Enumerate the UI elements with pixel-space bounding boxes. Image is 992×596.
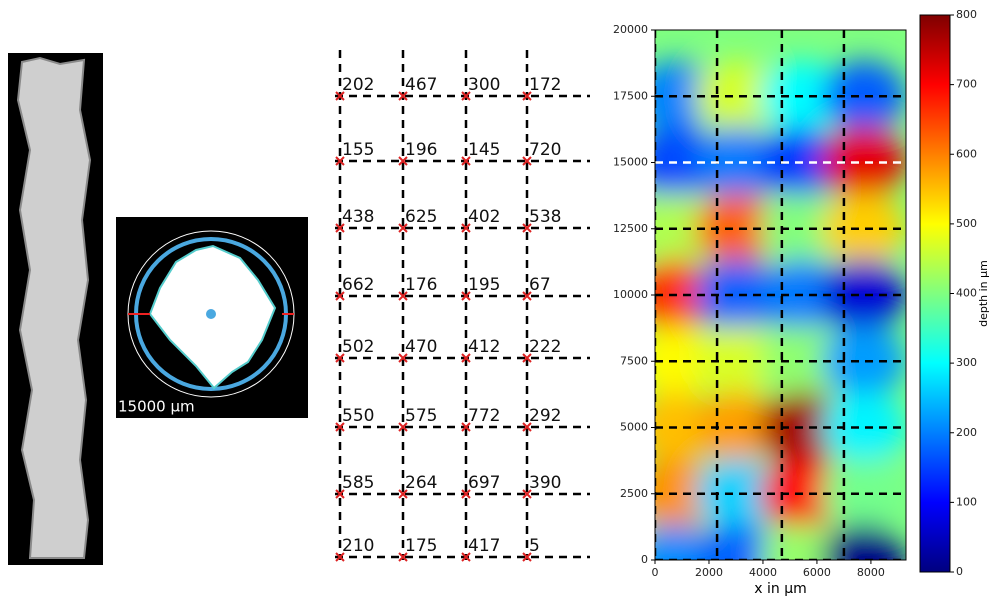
colorbar-tick-label: 100 bbox=[956, 495, 977, 508]
y-tick-label: 7500 bbox=[620, 354, 648, 367]
y-tick-label: 5000 bbox=[620, 421, 648, 434]
x-tick-label: 2000 bbox=[695, 566, 723, 579]
grid-value: 720 bbox=[529, 140, 561, 160]
x-tick-label: 6000 bbox=[803, 566, 831, 579]
grid-value: 155 bbox=[342, 140, 374, 160]
grid-value: 264 bbox=[405, 473, 437, 493]
x-axis-label: x in µm bbox=[754, 581, 807, 596]
grid-value: 67 bbox=[529, 275, 551, 295]
section-label: 15000 µm bbox=[118, 398, 195, 416]
grid-value: 550 bbox=[342, 406, 374, 426]
grid-value: 697 bbox=[468, 473, 500, 493]
colorbar bbox=[920, 15, 950, 572]
grid-value: 772 bbox=[468, 406, 500, 426]
colorbar-tick-label: 300 bbox=[956, 356, 977, 369]
y-tick-label: 20000 bbox=[613, 23, 648, 36]
grid-value: 292 bbox=[529, 406, 561, 426]
grid-value: 145 bbox=[468, 140, 500, 160]
colorbar-tick-label: 400 bbox=[956, 287, 977, 300]
center-dot bbox=[206, 309, 216, 319]
grid-value: 195 bbox=[468, 275, 500, 295]
y-tick-label: 0 bbox=[641, 553, 648, 566]
y-tick-label: 10000 bbox=[613, 288, 648, 301]
grid-value: 412 bbox=[468, 337, 500, 357]
y-tick-label: 15000 bbox=[613, 156, 648, 169]
grid-value: 402 bbox=[468, 207, 500, 227]
grid-value: 625 bbox=[405, 207, 437, 227]
grid-value: 176 bbox=[405, 275, 437, 295]
grid-value: 172 bbox=[529, 75, 561, 95]
heat-field bbox=[633, 30, 906, 596]
colorbar-tick-label: 600 bbox=[956, 147, 977, 160]
figure: 15000 µm 202 467 300 172 155 196 145 720 438 625 4… bbox=[0, 0, 992, 596]
y-tick-label: 2500 bbox=[620, 487, 648, 500]
x-tick-label: 4000 bbox=[749, 566, 777, 579]
y-tick-label: 17500 bbox=[613, 89, 648, 102]
grid-panel: 202 467 300 172 155 196 145 720 438 625 402 538 662 1… bbox=[335, 50, 590, 561]
colorbar-tick-label: 500 bbox=[956, 217, 977, 230]
colorbar-tick-label: 700 bbox=[956, 78, 977, 91]
grid-value: 575 bbox=[405, 406, 437, 426]
colorbar-tick-label: 800 bbox=[956, 8, 977, 21]
colorbar-tick-label: 200 bbox=[956, 426, 977, 439]
grid-value: 662 bbox=[342, 275, 374, 295]
grid-value: 390 bbox=[529, 473, 561, 493]
grid-value: 470 bbox=[405, 337, 437, 357]
grid-value: 210 bbox=[342, 536, 374, 556]
grid-value: 300 bbox=[468, 75, 500, 95]
grid-value: 585 bbox=[342, 473, 374, 493]
grid-value: 5 bbox=[529, 536, 540, 556]
grid-value: 417 bbox=[468, 536, 500, 556]
colorbar-tick-label: 0 bbox=[956, 565, 963, 578]
grid-value: 438 bbox=[342, 207, 374, 227]
x-tick-label: 8000 bbox=[857, 566, 885, 579]
x-tick-label: 0 bbox=[652, 566, 659, 579]
grid-value: 467 bbox=[405, 75, 437, 95]
grid-value: 202 bbox=[342, 75, 374, 95]
grid-value: 196 bbox=[405, 140, 437, 160]
colorbar-label: depth in µm bbox=[977, 260, 990, 327]
y-tick-label: 12500 bbox=[613, 222, 648, 235]
grid-value: 175 bbox=[405, 536, 437, 556]
grid-value: 222 bbox=[529, 337, 561, 357]
grid-value: 538 bbox=[529, 207, 561, 227]
grid-value: 502 bbox=[342, 337, 374, 357]
